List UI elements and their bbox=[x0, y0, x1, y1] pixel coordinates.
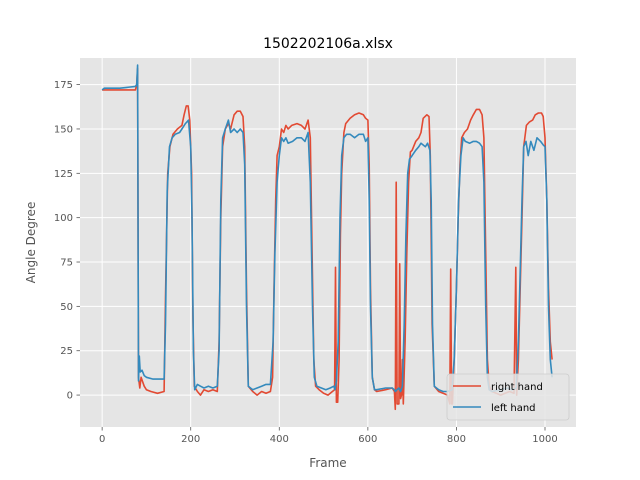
legend: right hand left hand bbox=[446, 373, 570, 421]
y-tick-label: 100 bbox=[54, 213, 73, 224]
y-tick-label: 175 bbox=[54, 80, 73, 91]
plot-area bbox=[80, 58, 576, 427]
x-tick-label: 800 bbox=[447, 434, 466, 445]
y-tick-label: 125 bbox=[54, 169, 73, 180]
chart-title: 1502202106a.xlsx bbox=[263, 36, 393, 52]
legend-label: right hand bbox=[491, 382, 543, 393]
y-tick-label: 50 bbox=[60, 302, 73, 313]
x-tick-label: 200 bbox=[181, 434, 200, 445]
x-tick-label: 1000 bbox=[532, 434, 557, 445]
x-tick-label: 400 bbox=[270, 434, 289, 445]
y-axis-label: Angle Degree bbox=[24, 202, 38, 284]
y-tick-label: 25 bbox=[60, 346, 73, 357]
series-lines bbox=[101, 64, 553, 411]
y-tick-label: 75 bbox=[60, 258, 73, 269]
y-tick-label: 0 bbox=[67, 391, 73, 402]
y-tick-label: 150 bbox=[54, 124, 73, 135]
axis-ticks: 0 200 400 600 800 1000 0 25 50 75 100 125 150 175 bbox=[54, 80, 558, 445]
legend-label: left hand bbox=[491, 403, 536, 414]
x-tick-label: 0 bbox=[99, 434, 105, 445]
x-axis-label: Frame bbox=[309, 456, 346, 470]
plot-background bbox=[80, 58, 576, 427]
series-line-left-hand bbox=[101, 64, 553, 393]
x-tick-label: 600 bbox=[358, 434, 377, 445]
grid bbox=[80, 58, 576, 427]
